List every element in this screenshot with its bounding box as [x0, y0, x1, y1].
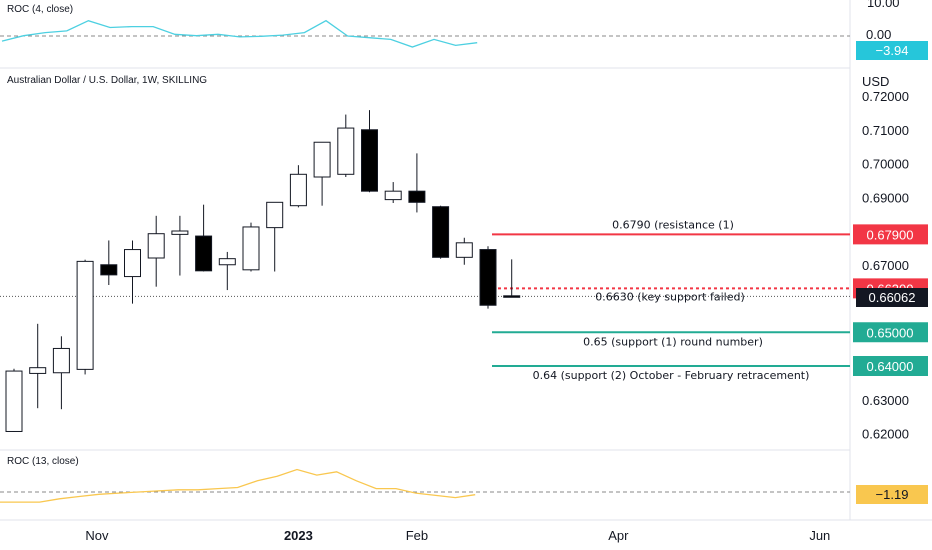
level-text-3: 0.64 (support (2) October - February ret… [533, 369, 810, 382]
candle-body-8 [195, 235, 213, 272]
main-title: Australian Dollar / U.S. Dollar, 1W, SKI… [7, 75, 208, 86]
candle-body-6 [147, 233, 165, 259]
candle-body-2 [52, 347, 70, 374]
price-tick-5: 0.63000 [862, 393, 909, 408]
roc4-tick-0: 0.00 [866, 27, 892, 42]
level-badge-bg-2 [853, 322, 928, 343]
currency-label: USD [862, 74, 890, 89]
level-badge-2: 0.65000 [867, 325, 914, 340]
roc13-line [0, 468, 476, 503]
candle-body-14 [337, 127, 355, 175]
candle-body-12 [289, 173, 307, 207]
candle-body-5 [124, 249, 141, 278]
grid-layer [0, 0, 932, 521]
roc13-label: ROC (13, close) [7, 456, 79, 467]
last-price-badge: 0.66062 [856, 288, 928, 307]
candle-body-9 [218, 258, 236, 266]
price-tick-6: 0.62000 [862, 427, 909, 442]
candles-layer[interactable] [5, 110, 521, 432]
candle-body-15 [361, 129, 378, 192]
date-tick-feb: Feb [406, 528, 428, 543]
price-tick-4: 0.67000 [862, 258, 909, 273]
axes-layer: 0.72000 0.71000 0.70000 0.69000 0.67000 0.630… [85, 89, 909, 543]
level-badge-0: 0.67900 [867, 227, 914, 242]
roc4-label: ROC (4, close) [7, 4, 74, 15]
roc4-pane [0, 19, 850, 48]
candle-body-19 [455, 242, 473, 258]
date-tick-2023: 2023 [284, 528, 313, 543]
candle-body-11 [266, 201, 284, 229]
level-text-2: 0.65 (support (1) round number) [583, 335, 763, 348]
date-tick-nov: Nov [85, 528, 109, 543]
roc4-line [1, 19, 478, 48]
candle-body-0 [5, 370, 23, 432]
candle-body-7 [171, 230, 189, 235]
candle-body-20 [479, 249, 497, 306]
roc4-tick-10: 10.00 [867, 0, 900, 10]
price-tick-2: 0.70000 [862, 157, 909, 172]
candle-body-10 [242, 226, 260, 271]
roc13-value-badge: −1.19 [856, 485, 928, 504]
level-badge-bg-3 [853, 356, 928, 376]
price-tick-0: 0.72000 [862, 89, 909, 104]
price-tick-3: 0.69000 [862, 190, 909, 205]
candle-body-16 [384, 190, 402, 201]
candle-body-1 [29, 367, 47, 374]
level-text-1: 0.6630 (key support failed) [595, 290, 745, 303]
candle-body-4 [100, 264, 118, 276]
date-tick-apr: Apr [608, 528, 629, 543]
candle-body-18 [432, 206, 450, 258]
date-tick-jun: Jun [809, 528, 830, 543]
roc13-pane [0, 468, 850, 503]
price-tick-1: 0.71000 [862, 123, 909, 138]
roc4-value-badge: −3.94 [856, 41, 928, 60]
candle-body-13 [313, 141, 331, 178]
levels-layer: 0.6790 (resistance (1) 0.67900 0.6630 (key… [0, 218, 928, 382]
level-badge-bg-0 [853, 224, 928, 245]
candle-body-17 [408, 190, 426, 203]
candle-body-3 [76, 260, 94, 370]
candle-body-21 [503, 295, 521, 298]
level-badge-3: 0.64000 [867, 359, 914, 374]
level-text-0: 0.6790 (resistance (1) [612, 218, 734, 231]
